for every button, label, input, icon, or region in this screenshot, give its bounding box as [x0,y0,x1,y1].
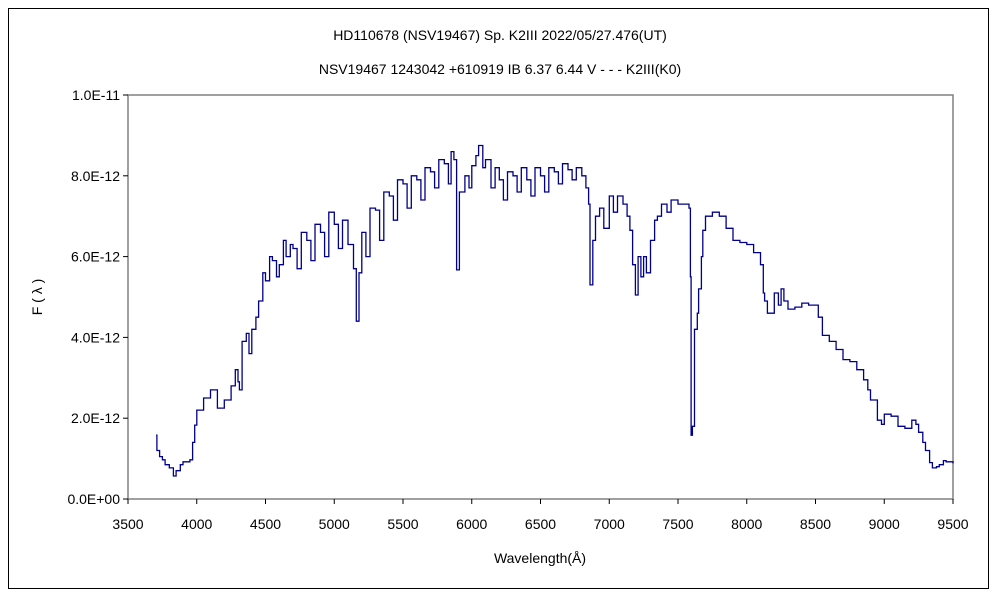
x-tick-label: 3500 [112,516,143,532]
y-axis-label: F ( λ ) [29,279,45,316]
x-tick-label: 9000 [869,516,900,532]
x-tick-label: 5000 [319,516,350,532]
chart-title: HD110678 (NSV19467) Sp. K2III 2022/05/27… [333,27,667,43]
x-tick-label: 6000 [456,516,487,532]
x-tick-label: 4500 [250,516,281,532]
x-tick-label: 4000 [181,516,212,532]
plot-area [127,94,954,500]
x-tick-label: 6500 [525,516,556,532]
x-axis-label: Wavelength(Å) [494,550,586,566]
x-tick-label: 5500 [387,516,418,532]
x-tick-label: 8000 [731,516,762,532]
y-tick-label: 6.0E-12 [71,249,120,265]
x-tick-label: 7000 [594,516,625,532]
chart-frame [8,8,989,589]
y-tick-label: 2.0E-12 [71,410,120,426]
y-tick-label: 8.0E-12 [71,168,120,184]
x-tick-label: 9500 [937,516,968,532]
x-tick-label: 7500 [662,516,693,532]
y-tick-label: 1.0E-11 [72,87,120,103]
spectrum-line [156,144,954,477]
x-tick-label: 8500 [800,516,831,532]
chart-subtitle: NSV19467 1243042 +610919 IB 6.37 6.44 V … [318,61,682,77]
y-tick-label: 0.0E+00 [67,491,120,507]
y-tick-label: 4.0E-12 [71,329,120,345]
